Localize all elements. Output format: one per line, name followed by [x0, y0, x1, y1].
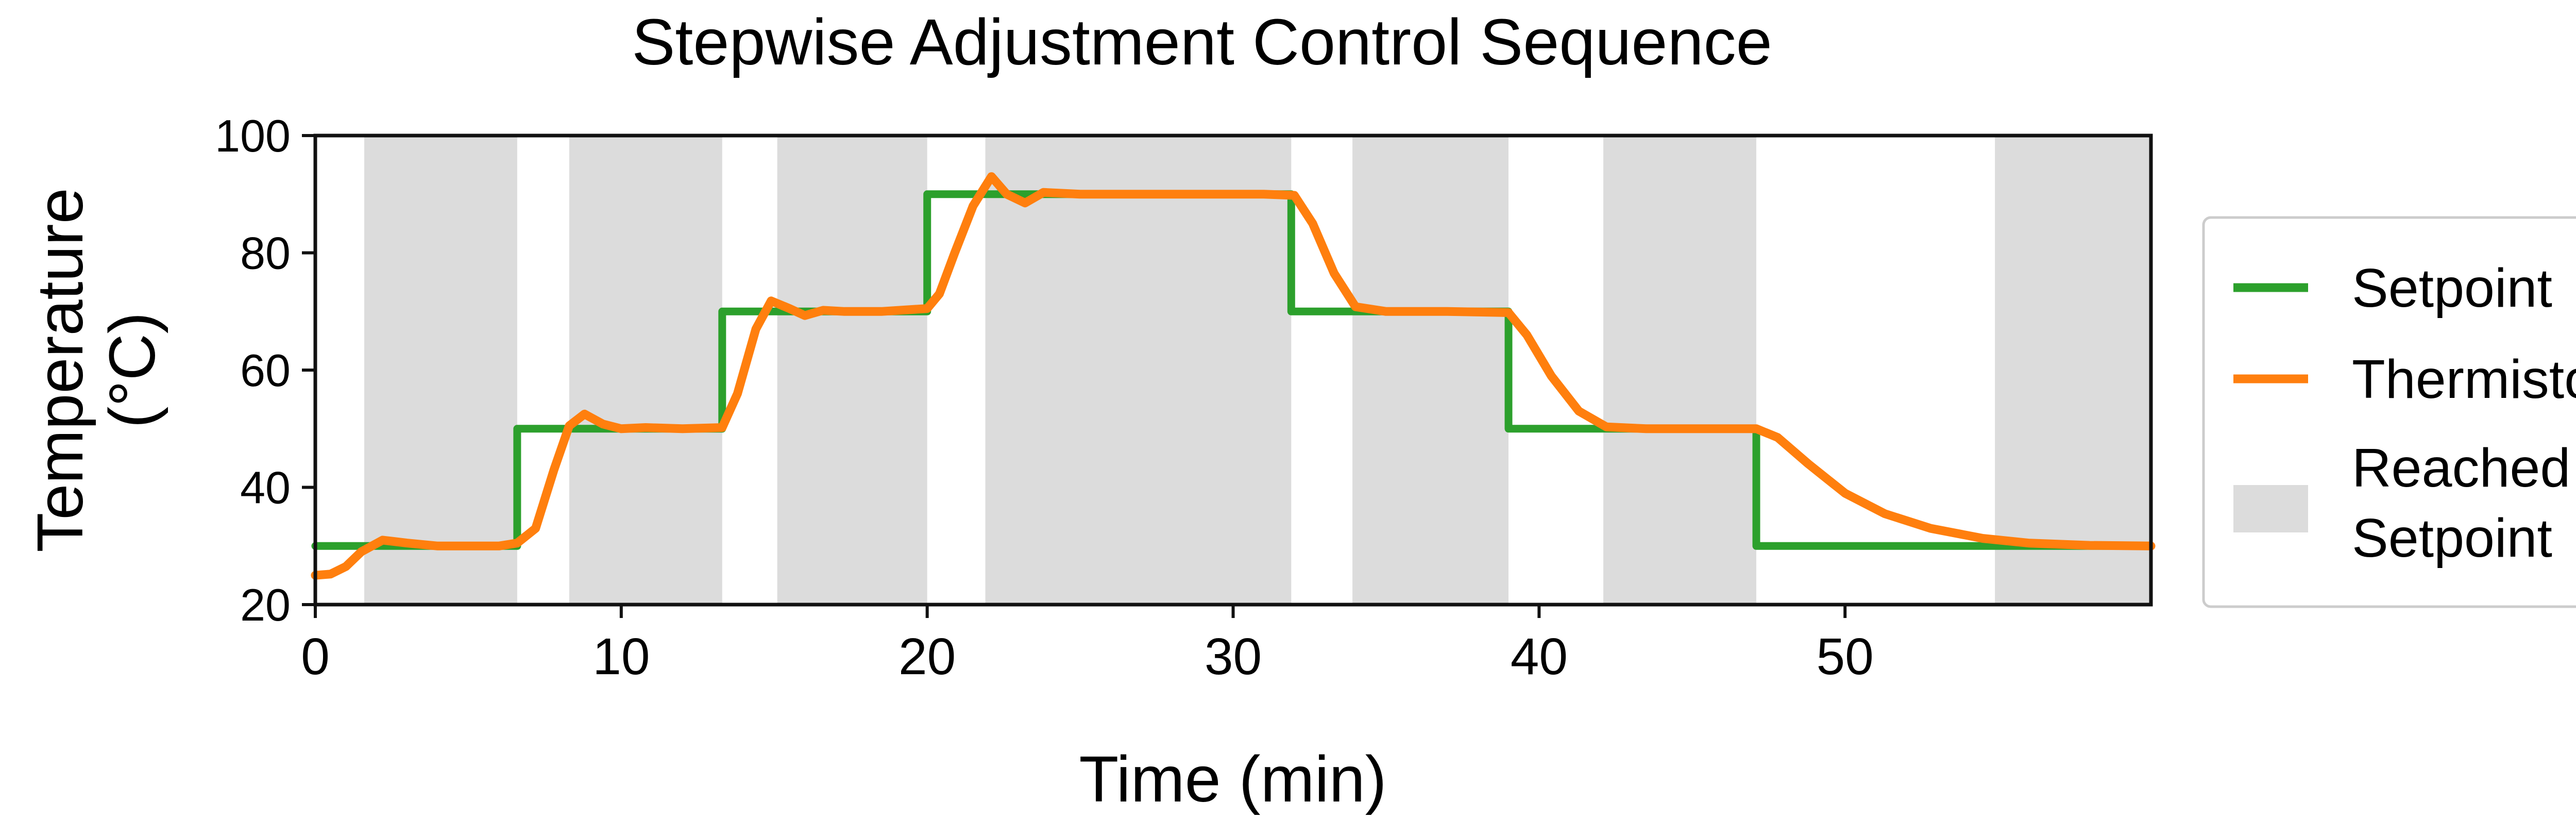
shaded-regions	[364, 136, 2151, 605]
y-axis-label: Temperature (°C)	[24, 188, 168, 552]
legend-swatch-reached-setpoint	[2233, 485, 2308, 532]
legend-label-thermistor: Thermistor	[2352, 349, 2576, 410]
series-lines	[311, 172, 2156, 580]
series-line-thermistor	[311, 172, 2156, 580]
y-axis-label-line-1: Temperature	[24, 188, 96, 552]
y-tick-label: 100	[215, 110, 291, 161]
y-axis: 20 40 60 80 100	[215, 110, 315, 630]
legend-label-reached-line-1: Reached	[2352, 438, 2570, 498]
x-tick-label: 30	[1205, 628, 1262, 686]
reached-setpoint-region-6	[1603, 136, 1756, 605]
y-tick-label: 40	[240, 462, 291, 513]
x-tick-label: 20	[899, 628, 956, 686]
x-tick-label: 10	[592, 628, 650, 686]
x-axis: 0 10 20 30 40 50	[301, 605, 1874, 686]
y-axis-label-line-2: (°C)	[96, 312, 168, 428]
reached-setpoint-region-5	[1352, 136, 1509, 605]
x-tick-label: 50	[1817, 628, 1874, 686]
reached-setpoint-region-4	[985, 136, 1292, 605]
reached-setpoint-region-3	[777, 136, 927, 605]
legend-label-setpoint: Setpoint	[2352, 258, 2552, 319]
y-tick-label: 60	[240, 345, 291, 396]
y-tick-label: 80	[240, 228, 291, 279]
reached-setpoint-region-1	[364, 136, 517, 605]
x-axis-label: Time (min)	[1079, 743, 1386, 815]
plot-area	[311, 133, 2156, 607]
legend: Setpoint Thermistor Reached Setpoint	[2202, 216, 2576, 608]
chart-title: Stepwise Adjustment Control Sequence	[632, 6, 1772, 78]
y-tick-label: 20	[240, 579, 291, 630]
x-tick-label: 40	[1511, 628, 1568, 686]
reached-setpoint-region-2	[569, 136, 722, 605]
legend-label-reached-line-2: Setpoint	[2352, 508, 2552, 569]
reached-setpoint-region-7	[1995, 136, 2151, 605]
x-tick-label: 0	[301, 628, 330, 686]
